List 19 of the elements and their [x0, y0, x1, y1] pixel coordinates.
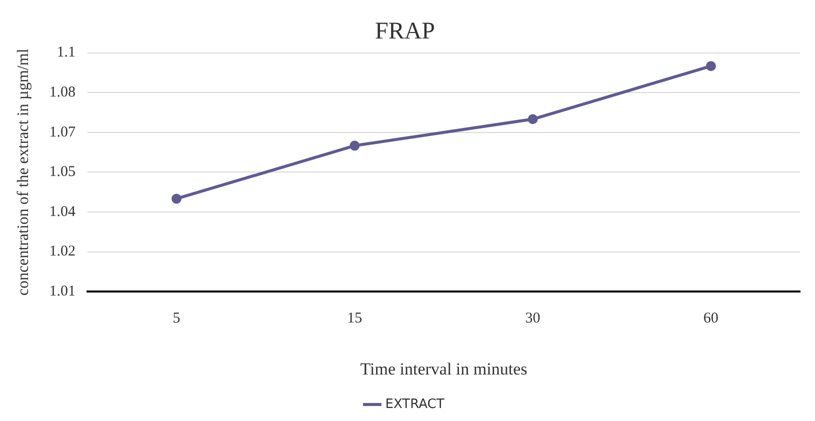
y-tick-label: 1.01: [49, 284, 76, 300]
point: [706, 61, 716, 72]
x-tick-label: 15: [347, 310, 362, 327]
x-tick-label: 60: [703, 310, 718, 327]
y-tick-label: 1.04: [49, 204, 76, 220]
y-tick-label: 1.08: [49, 84, 76, 101]
x-axis-title: Time interval in minutes: [360, 359, 528, 378]
point: [172, 194, 182, 204]
legend-label: EXTRACT: [385, 396, 444, 412]
y-tick-label: 1.07: [49, 124, 76, 140]
point: [528, 114, 538, 124]
chart-title: FRAP: [374, 18, 436, 45]
y-tick-label: 1.02: [49, 244, 76, 260]
y-tick-label: 1.05: [49, 164, 76, 180]
point: [350, 140, 360, 151]
x-tick-label: 30: [525, 310, 540, 327]
y-axis-title: concentration of the extract in µgm/ml: [14, 48, 32, 296]
y-tick-label: 1.1: [56, 44, 76, 61]
x-tick-label: 5: [172, 310, 180, 327]
